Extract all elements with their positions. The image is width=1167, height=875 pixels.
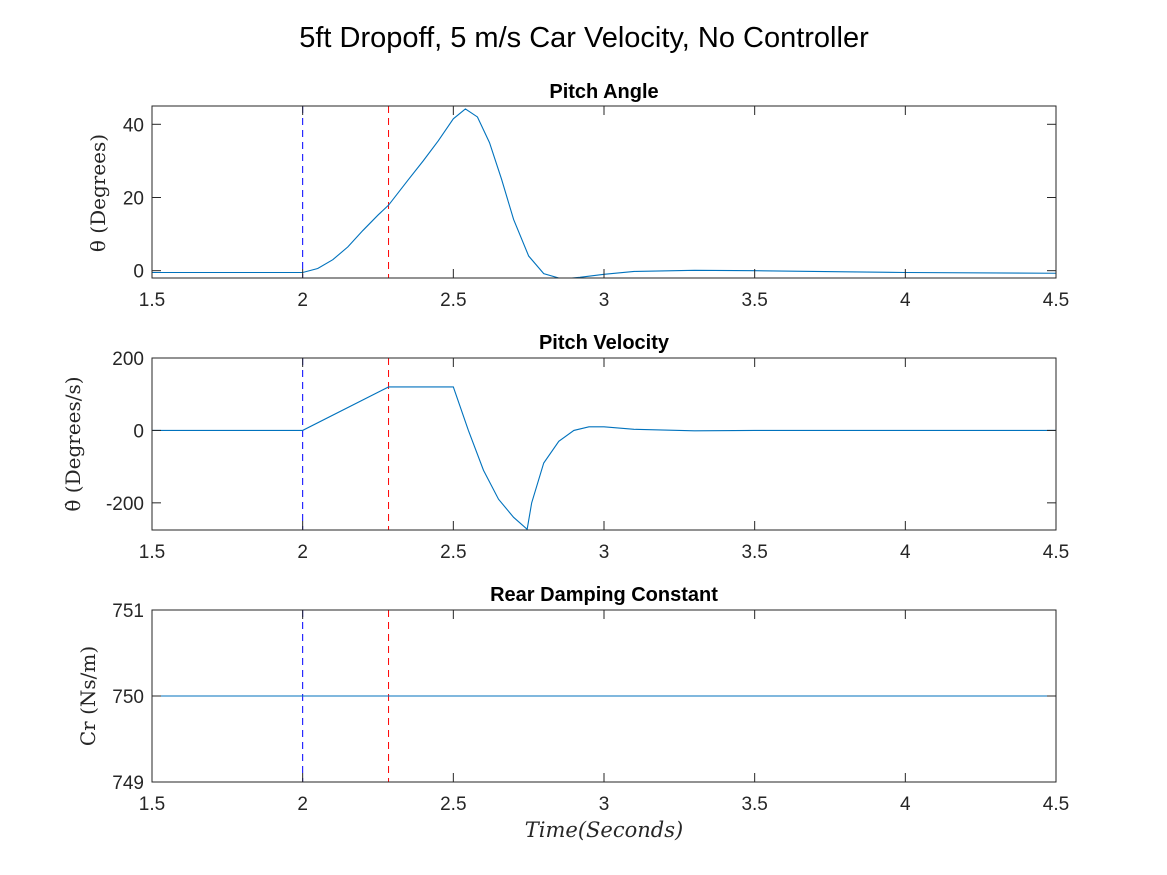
subplot-pitch-velocity: Pitch Velocity θ̇ (Degrees/s) 1.5 2 2.5 3 3.… <box>61 332 1069 563</box>
plot-area-pitch-angle: 1.5 2 2.5 3 3.5 4 4.5 0 20 40 <box>123 105 1069 311</box>
x-tick-label: 2.5 <box>440 290 466 311</box>
y-tick-label: 0 <box>133 262 144 283</box>
x-tick-label: 2 <box>297 542 308 563</box>
plot-area-rear-damping: 1.5 2 2.5 3 3.5 4 4.5 749 750 751 <box>112 601 1069 815</box>
x-tick-label: 3 <box>599 290 610 311</box>
subplot-title: Rear Damping Constant <box>490 584 718 606</box>
subplot-title: Pitch Velocity <box>539 332 670 354</box>
x-tick-label: 1.5 <box>139 542 165 563</box>
subplot-pitch-angle: Pitch Angle θ (Degrees) 1.5 2 2.5 3 3.5 4 4.5 0… <box>86 81 1069 311</box>
x-tick-label: 3.5 <box>741 290 767 311</box>
x-tick-label: 4.5 <box>1043 542 1069 563</box>
y-tick-label: 0 <box>133 421 144 442</box>
x-tick-label: 4 <box>900 794 911 815</box>
plot-area-pitch-velocity: 1.5 2 2.5 3 3.5 4 4.5 -200 0 200 <box>106 349 1069 563</box>
y-tick-label: 200 <box>112 349 144 370</box>
x-tick-label: 4 <box>900 542 911 563</box>
x-tick-label: 2 <box>297 290 308 311</box>
x-tick-label: 3.5 <box>741 794 767 815</box>
y-tick-label: 20 <box>123 188 144 209</box>
x-tick-label: 1.5 <box>139 290 165 311</box>
series-line-1 <box>152 108 1056 278</box>
y-tick-label: 40 <box>123 115 144 136</box>
subplot-title: Pitch Angle <box>549 81 658 103</box>
series-line-1 <box>152 386 1056 530</box>
y-tick-label: 749 <box>112 773 144 794</box>
x-tick-label: 4 <box>900 290 911 311</box>
x-tick-label: 4.5 <box>1043 794 1069 815</box>
x-tick-label: 3.5 <box>741 542 767 563</box>
y-axis-label: θ̇ (Degrees/s) <box>61 376 85 511</box>
x-tick-label: 2.5 <box>440 794 466 815</box>
x-tick-label: 2 <box>297 794 308 815</box>
y-tick-label: -200 <box>106 494 144 515</box>
subplot-rear-damping: Rear Damping Constant Cr (Ns/m) Time(Sec… <box>76 584 1069 842</box>
y-tick-label: 751 <box>112 601 144 622</box>
y-axis-label: θ (Degrees) <box>86 134 110 252</box>
x-tick-label: 2.5 <box>440 542 466 563</box>
x-tick-label: 4.5 <box>1043 290 1069 311</box>
figure-title: 5ft Dropoff, 5 m/s Car Velocity, No Cont… <box>299 22 869 54</box>
y-axis-label: Cr (Ns/m) <box>76 646 100 746</box>
x-axis-label: Time(Seconds) <box>525 818 683 842</box>
x-tick-label: 3 <box>599 542 610 563</box>
x-tick-label: 3 <box>599 794 610 815</box>
x-tick-label: 1.5 <box>139 794 165 815</box>
y-tick-label: 750 <box>112 687 144 708</box>
